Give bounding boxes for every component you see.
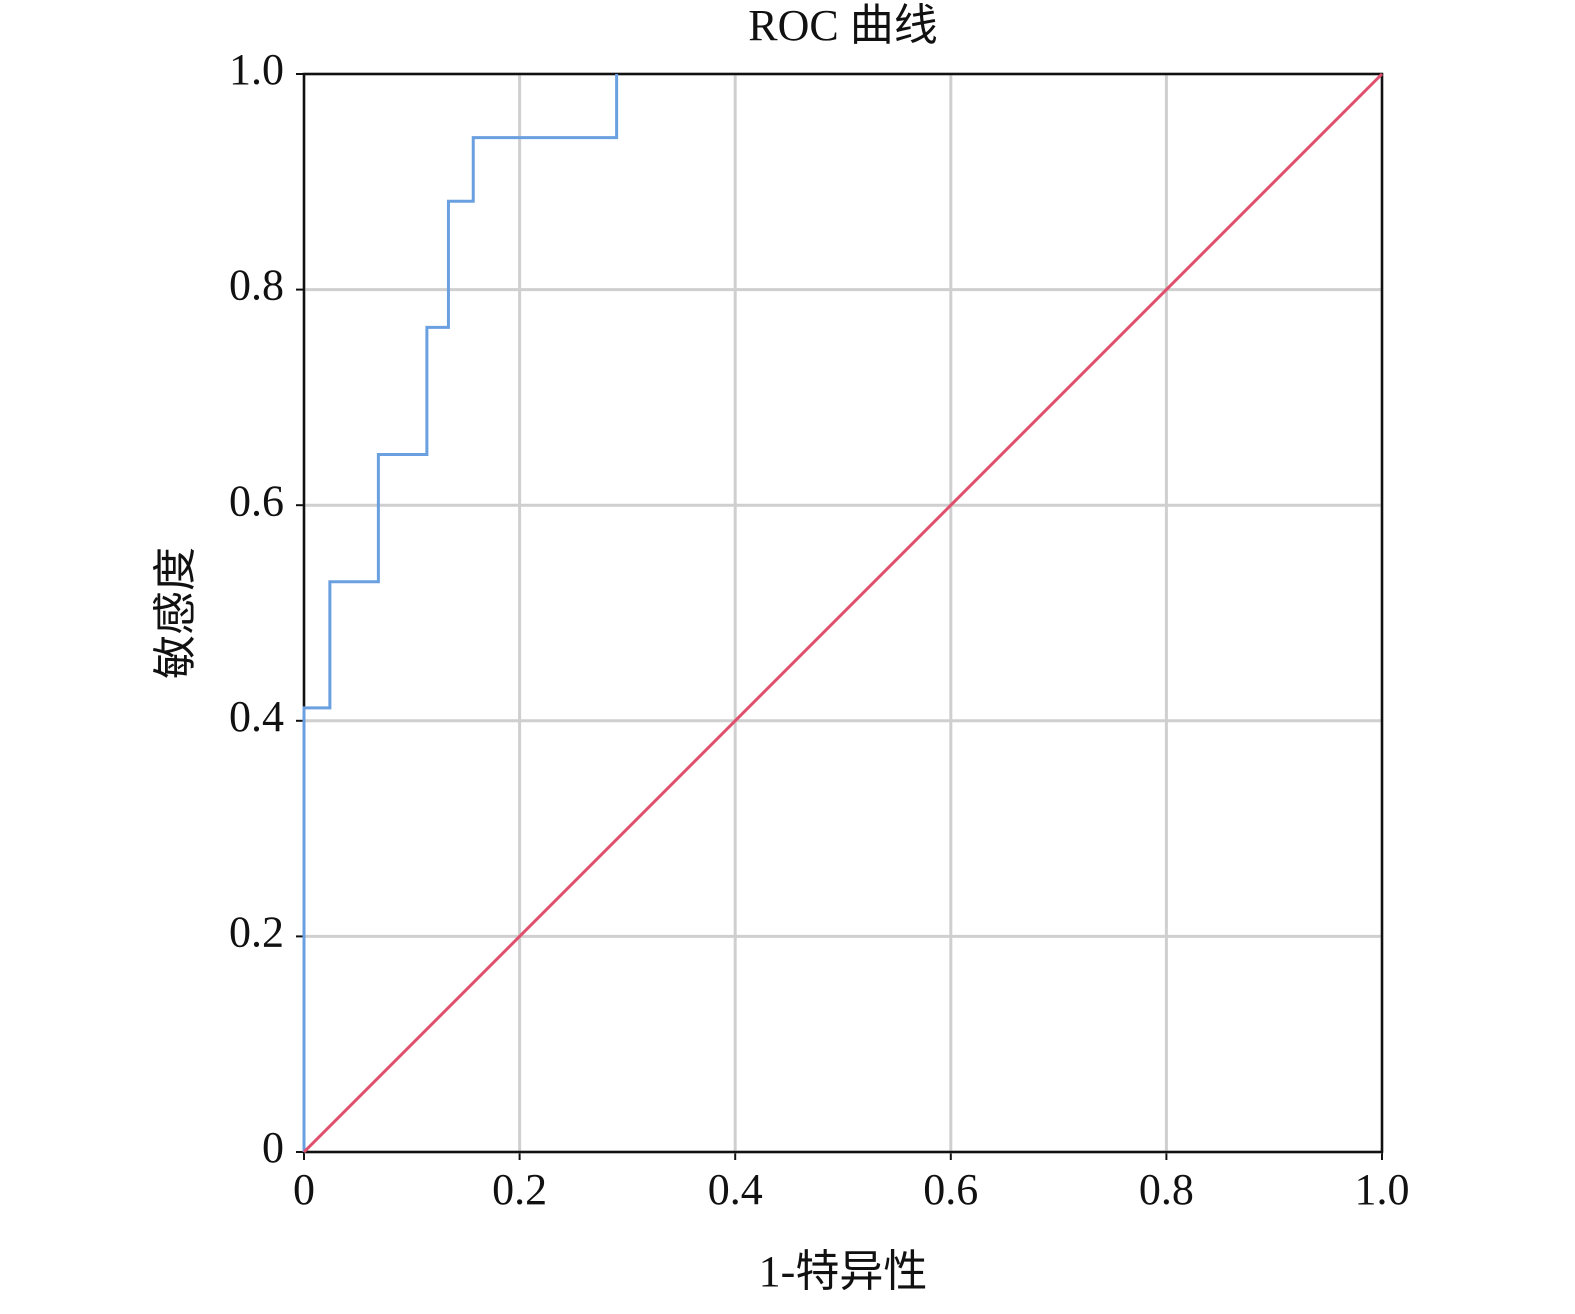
series-line: [302, 74, 619, 1152]
x-tick-label: 0: [293, 1165, 315, 1214]
y-tick-label: 0.8: [229, 261, 284, 310]
x-tick-label: 0.8: [1139, 1165, 1194, 1214]
y-tick-label: 0: [262, 1123, 284, 1172]
x-tick-label: 0.6: [923, 1165, 978, 1214]
x-tick-label: 0.2: [492, 1165, 547, 1214]
y-tick-label: 1.0: [229, 45, 284, 94]
x-axis-label: 1-特异性: [759, 1247, 928, 1296]
y-tick-label: 0.4: [229, 692, 284, 741]
y-tick-label: 0.6: [229, 476, 284, 525]
series-line: [302, 72, 1384, 1154]
x-tick-label: 1.0: [1355, 1165, 1410, 1214]
y-axis-label: 敏感度: [151, 547, 200, 679]
x-tick-label: 0.4: [708, 1165, 763, 1214]
plot-frame: [302, 72, 1384, 1154]
chart-title: ROC 曲线: [748, 1, 937, 50]
y-tick-label: 0.2: [229, 907, 284, 956]
